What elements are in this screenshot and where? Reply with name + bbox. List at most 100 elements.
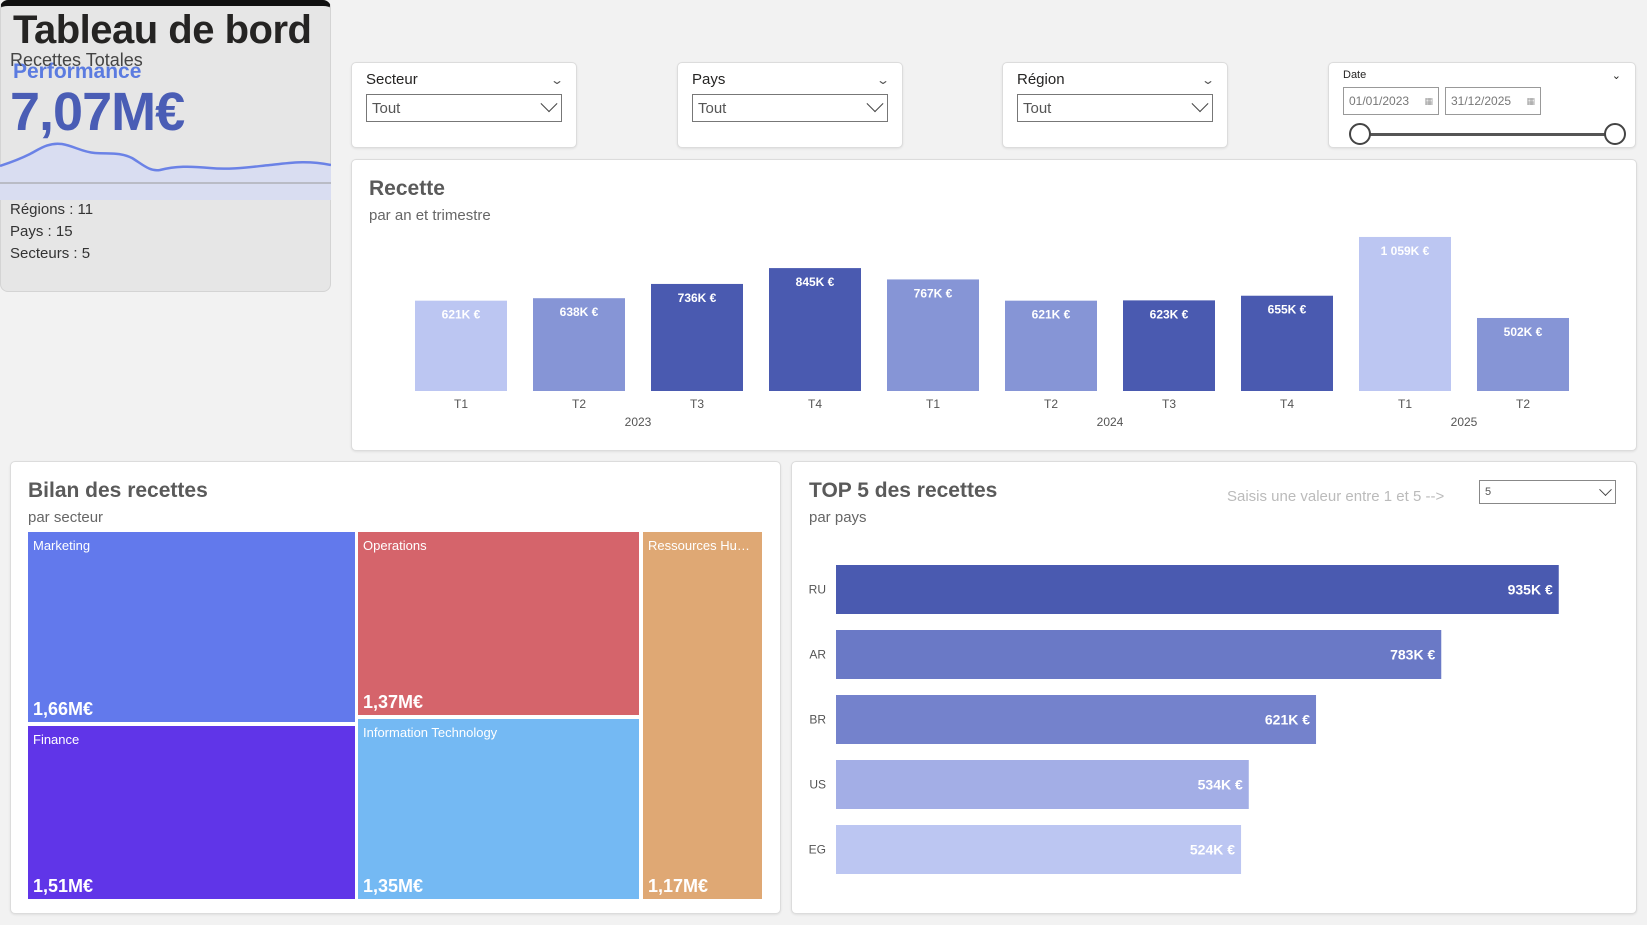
chevron-down-icon[interactable]: ⌄	[549, 72, 565, 87]
top5-category-label: US	[809, 778, 826, 792]
date-start-input[interactable]: 01/01/2023 ▦	[1343, 87, 1439, 115]
recette-data-label: 621K €	[1032, 308, 1071, 322]
treemap-label: Finance	[33, 732, 80, 747]
chevron-down-icon	[866, 95, 884, 113]
top5-bar[interactable]	[836, 695, 1317, 744]
slicer-region-value: Tout	[1023, 99, 1052, 117]
recette-bar[interactable]	[651, 283, 743, 391]
recette-tick-label: T3	[1162, 397, 1176, 411]
recette-tick-label: T4	[808, 397, 822, 411]
recette-title: Recette	[369, 177, 445, 200]
recette-bar[interactable]	[1359, 236, 1451, 391]
recette-subtitle: par an et trimestre	[369, 207, 491, 224]
top5-category-label: RU	[809, 583, 826, 597]
recette-bar-chart: 621K € T1 638K € T2 736K € T3 845K € T4 767K € T1…	[415, 236, 1569, 429]
kpi-sparkline	[0, 142, 331, 200]
top5-category-label: AR	[809, 648, 826, 662]
treemap-tile-information-technology[interactable]: Information Technology 1,35M€	[358, 719, 639, 899]
date-range-end-handle[interactable]	[1604, 123, 1626, 145]
bilan-subtitle: par secteur	[28, 509, 104, 526]
slicer-region-dropdown[interactable]: Tout	[1017, 94, 1213, 122]
chevron-down-icon[interactable]: ⌄	[875, 72, 891, 87]
top-n-select[interactable]: 5	[1479, 480, 1616, 504]
recette-bar[interactable]	[1477, 317, 1569, 391]
bilan-title: Bilan des recettes	[28, 479, 208, 502]
recette-data-label: 845K €	[796, 275, 835, 289]
slicer-pays-dropdown[interactable]: Tout	[692, 94, 888, 122]
slicer-pays[interactable]: Pays ⌄ Tout	[677, 62, 903, 148]
date-end-input[interactable]: 31/12/2025 ▦	[1445, 87, 1541, 115]
top5-data-label: 524K €	[1190, 842, 1235, 858]
top5-category-label: EG	[809, 843, 826, 857]
top5-category-label: BR	[809, 713, 826, 727]
slicer-secteur-value: Tout	[372, 99, 401, 117]
slicer-region-label: Région	[1017, 71, 1065, 88]
recette-year-label: 2023	[625, 415, 652, 429]
slicer-pays-value: Tout	[698, 99, 727, 117]
recette-data-label: 736K €	[678, 291, 717, 305]
top5-bar[interactable]	[836, 565, 1559, 614]
date-start-value: 01/01/2023	[1349, 94, 1410, 108]
recette-bar[interactable]	[415, 300, 507, 391]
top5-data-label: 783K €	[1390, 647, 1435, 663]
slicer-date-label: Date	[1343, 69, 1367, 81]
date-end-value: 31/12/2025	[1451, 94, 1512, 108]
top5-bar-chart: 935K € RU 783K € AR 621K € BR 534K € US 524K € EG	[809, 565, 1559, 874]
chevron-down-icon[interactable]: ⌄	[1200, 72, 1216, 87]
top-n-value: 5	[1485, 486, 1492, 498]
treemap-tile-finance[interactable]: Finance 1,51M€	[28, 726, 355, 899]
recette-tick-label: T4	[1280, 397, 1294, 411]
recette-bar[interactable]	[1123, 300, 1215, 391]
treemap-value: 1,37M€	[363, 692, 424, 712]
recette-bar[interactable]	[887, 279, 979, 391]
recette-bar[interactable]	[533, 298, 625, 391]
top5-title: TOP 5 des recettes	[809, 479, 998, 502]
slicer-secteur-label: Secteur	[366, 71, 418, 88]
date-range-start-handle[interactable]	[1349, 123, 1371, 145]
recette-tick-label: T2	[1516, 397, 1530, 411]
chevron-down-icon	[540, 95, 558, 113]
treemap-label: Marketing	[33, 538, 91, 553]
recette-tick-label: T2	[572, 397, 586, 411]
recette-bar[interactable]	[769, 268, 861, 391]
recette-tick-label: T1	[1398, 397, 1412, 411]
treemap-tile-operations[interactable]: Operations 1,37M€	[358, 532, 639, 715]
calendar-icon: ▦	[1424, 95, 1433, 106]
recette-tick-label: T1	[454, 397, 468, 411]
treemap-value: 1,51M€	[33, 876, 94, 896]
treemap-value: 1,35M€	[363, 876, 424, 896]
recette-data-label: 655K €	[1268, 303, 1307, 317]
chevron-down-icon[interactable]: ⌄	[1611, 70, 1621, 82]
slicer-date[interactable]: Date ⌄ 01/01/2023 ▦ 31/12/2025 ▦	[1328, 62, 1636, 148]
top5-data-label: 534K €	[1198, 777, 1243, 793]
calendar-icon: ▦	[1526, 95, 1535, 106]
kpi-value: 7,07M€	[10, 82, 185, 142]
top5-bar[interactable]	[836, 630, 1442, 679]
top5-hint: Saisis une valeur entre 1 et 5 -->	[1227, 488, 1445, 505]
treemap-label: Operations	[363, 538, 427, 553]
treemap-tile-marketing[interactable]: Marketing 1,66M€	[28, 532, 355, 722]
slicer-region[interactable]: Région ⌄ Tout	[1002, 62, 1228, 148]
recette-data-label: 767K €	[914, 286, 953, 300]
top5-data-label: 621K €	[1265, 712, 1310, 728]
top5-chart-card: TOP 5 des recettes par pays Saisis une v…	[791, 461, 1637, 914]
recette-year-label: 2025	[1451, 415, 1478, 429]
kpi-regions: Régions : 11	[10, 201, 94, 218]
chevron-down-icon	[1191, 95, 1209, 113]
recette-tick-label: T1	[926, 397, 940, 411]
date-range-track[interactable]	[1359, 133, 1615, 136]
recette-bar[interactable]	[1241, 295, 1333, 391]
treemap-tile-ressources-humaines[interactable]: Ressources Humai... 1,17M€	[643, 532, 762, 899]
slicer-secteur[interactable]: Secteur ⌄ Tout	[351, 62, 577, 148]
treemap-label: Ressources Humai...	[648, 538, 758, 553]
slicer-secteur-dropdown[interactable]: Tout	[366, 94, 562, 122]
top5-bar[interactable]	[836, 825, 1242, 874]
recette-year-label: 2024	[1097, 415, 1124, 429]
page-title: Tableau de bord	[13, 8, 312, 52]
treemap-label: Information Technology	[363, 725, 498, 740]
recette-bar[interactable]	[1005, 300, 1097, 391]
top5-subtitle: par pays	[809, 509, 867, 526]
recette-data-label: 502K €	[1504, 325, 1543, 339]
top5-bar[interactable]	[836, 760, 1249, 809]
treemap-value: 1,17M€	[648, 876, 709, 896]
